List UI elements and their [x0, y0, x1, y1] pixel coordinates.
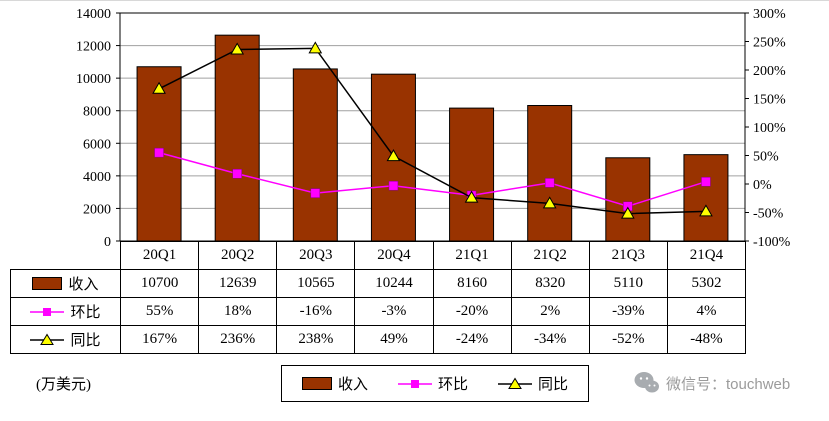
revenue-key-icon	[32, 277, 63, 290]
triangle-marker	[386, 149, 401, 162]
watermark: 微信号：touchweb	[634, 371, 790, 395]
revenue-bar	[292, 68, 338, 242]
qoq-line	[158, 151, 707, 208]
y-left-tick-label: 10000	[76, 72, 111, 87]
revenue-bar	[214, 34, 260, 242]
category-cell: 21Q1	[432, 241, 512, 270]
chart-legend: 收入 环比 同比	[281, 365, 590, 402]
square-marker	[310, 188, 321, 198]
table-cell: -24%	[432, 325, 512, 354]
triangle-marker	[620, 206, 635, 219]
table-cell: 4%	[666, 297, 747, 326]
table-cell: 10700	[119, 269, 200, 298]
y-right-tick-label: 200%	[753, 64, 786, 79]
row-label-text: 收入	[68, 277, 99, 293]
qoq-key-icon	[398, 379, 433, 388]
category-cell: 20Q4	[354, 241, 434, 270]
y-left-tick-label: 2000	[83, 202, 111, 217]
table-cell: 238%	[276, 325, 356, 354]
y-left-tick-label: 4000	[83, 170, 111, 185]
triangle-marker	[542, 196, 557, 209]
table-cell: 167%	[119, 325, 200, 354]
y-right-tick-label: 250%	[753, 36, 786, 51]
row-label: 同比	[10, 325, 121, 354]
square-marker	[154, 147, 164, 158]
qoq-key-icon	[30, 307, 65, 316]
y-left-tick-label: 12000	[76, 40, 111, 55]
table-cell: -20%	[432, 297, 512, 326]
data-table: 20Q1 20Q2 20Q3 20Q4 21Q1 21Q2 21Q3 21Q4 收入 10700 1…	[10, 241, 747, 354]
revenue-bar	[683, 154, 729, 242]
table-cell: 55%	[119, 297, 200, 326]
y-right-tick-label: 300%	[753, 7, 786, 22]
y-left-tick-label: 6000	[83, 137, 111, 152]
table-cell: -48%	[666, 325, 747, 354]
category-cell: 21Q4	[666, 241, 747, 270]
triangle-marker	[464, 190, 479, 203]
table-cell: 236%	[198, 325, 278, 354]
table-cell: 10244	[354, 269, 434, 298]
legend-item: 环比	[398, 373, 468, 394]
category-cell: 20Q2	[198, 241, 278, 270]
table-cell: 18%	[198, 297, 278, 326]
plot-border	[119, 12, 746, 242]
legend-label: 环比	[438, 377, 469, 393]
table-cell: 8160	[432, 269, 512, 298]
y-right-tick-label: 50%	[753, 150, 779, 165]
legend-label: 同比	[538, 377, 569, 393]
table-cell: -34%	[510, 325, 590, 354]
y-right-tick-label: 150%	[753, 93, 786, 108]
row-label: 收入	[10, 269, 121, 298]
y-right-tick-label: 0%	[753, 178, 772, 193]
row-label-text: 同比	[70, 333, 101, 349]
wechat-logo-icon	[634, 372, 659, 393]
y-right-tick-label: -50%	[753, 207, 784, 222]
revenue-bar	[605, 157, 651, 242]
table-cell: -52%	[588, 325, 668, 354]
square-marker	[232, 168, 242, 179]
table-cell: 49%	[354, 325, 434, 354]
table-cell: 2%	[510, 297, 590, 326]
triangle-marker	[230, 42, 245, 55]
table-cell: -3%	[354, 297, 434, 326]
table-cell: 8320	[510, 269, 590, 298]
watermark-text: 微信号：touchweb	[666, 375, 791, 393]
square-marker	[388, 180, 399, 191]
table-corner	[11, 242, 121, 270]
yoy-key-icon	[498, 377, 533, 389]
triangle-marker	[152, 81, 166, 94]
table-cell: -16%	[276, 297, 356, 326]
y-left-tick-label: 0	[104, 235, 111, 250]
triangle-marker	[699, 204, 713, 217]
y-right-tick-label: 100%	[753, 121, 786, 136]
triangle-marker	[308, 41, 323, 54]
table-cell: 10565	[276, 269, 356, 298]
legend-item: 收入	[302, 373, 368, 394]
category-cell: 20Q1	[119, 241, 200, 270]
category-cell: 20Q3	[276, 241, 356, 270]
row-label: 环比	[10, 297, 121, 326]
legend-label: 收入	[338, 377, 369, 393]
y-left-tick-label: 14000	[76, 7, 111, 22]
y-right-tick-label: -100%	[753, 235, 791, 250]
revenue-bar	[449, 107, 495, 242]
yoy-line	[158, 47, 706, 215]
table-cell: -39%	[588, 297, 668, 326]
table-cell: 5110	[588, 269, 668, 298]
legend-item: 同比	[498, 373, 568, 394]
y-left-tick-label: 8000	[83, 105, 111, 120]
table-cell: 5302	[666, 269, 747, 298]
row-label-text: 环比	[70, 305, 101, 321]
combo-chart-canvas: 14000 12000 10000 8000 6000 4000 2000 0 300% 250%…	[76, 7, 791, 250]
category-cell: 21Q2	[510, 241, 590, 270]
unit-footnote: (万美元)	[36, 377, 91, 393]
square-marker	[701, 176, 711, 187]
revenue-key-icon	[302, 377, 332, 390]
table-cell: 12639	[198, 269, 278, 298]
revenue-bar	[527, 105, 573, 242]
yoy-key-icon	[30, 333, 65, 345]
category-cell: 21Q3	[588, 241, 668, 270]
square-marker	[544, 178, 555, 188]
